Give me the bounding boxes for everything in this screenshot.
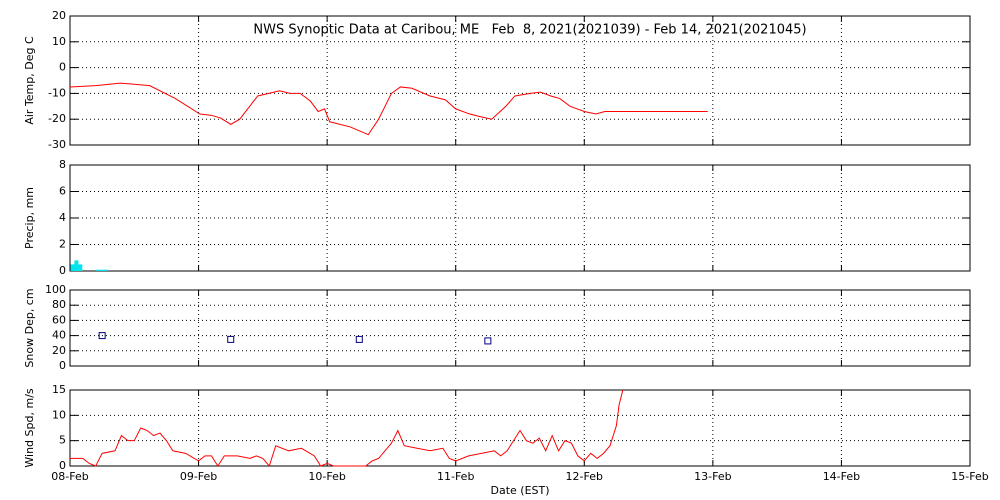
x-tick-label: 14-Feb <box>823 470 860 483</box>
point <box>98 332 106 340</box>
y-tick-label: 20 <box>52 9 66 22</box>
y-tick-label: 80 <box>52 298 66 311</box>
bar <box>96 269 101 271</box>
y-tick-label: -20 <box>48 112 66 125</box>
y-tick-label: 4 <box>59 211 66 224</box>
y-tick-label: 0 <box>59 61 66 74</box>
bar <box>70 264 75 271</box>
y-tick-label: 20 <box>52 344 66 357</box>
y-tick-label: 2 <box>59 238 66 251</box>
x-tick-label: 08-Feb <box>51 470 88 483</box>
x-tick-label: 15-Feb <box>951 470 988 483</box>
y-tick-label: 10 <box>52 35 66 48</box>
y-axis-label: Snow Dep, cm <box>23 288 36 367</box>
point <box>484 337 492 345</box>
chart-title: NWS Synoptic Data at Caribou, ME Feb 8, … <box>253 23 806 38</box>
y-tick-label: 0 <box>59 359 66 372</box>
plot-frame <box>69 389 971 467</box>
y-tick-label: 6 <box>59 185 66 198</box>
point <box>355 335 363 343</box>
x-tick-label: 09-Feb <box>180 470 217 483</box>
point <box>227 335 235 343</box>
y-tick-label: 8 <box>59 158 66 171</box>
y-tick-label: 60 <box>52 313 66 326</box>
y-tick-label: 40 <box>52 329 66 342</box>
y-tick-label: 10 <box>52 408 66 421</box>
y-axis-label: Wind Spd, m/s <box>23 388 36 468</box>
bar <box>100 269 105 271</box>
y-tick-label: -30 <box>48 138 66 151</box>
x-axis-label: Date (EST) <box>490 484 549 497</box>
y-tick-label: 0 <box>59 459 66 472</box>
data-line <box>70 389 624 468</box>
plot-frame <box>69 289 971 367</box>
y-axis-label: Air Temp, Deg C <box>23 36 36 125</box>
y-tick-label: 100 <box>45 283 66 296</box>
y-tick-label: 15 <box>52 383 66 396</box>
x-tick-label: 10-Feb <box>308 470 345 483</box>
x-tick-label: 11-Feb <box>437 470 474 483</box>
data-line <box>69 82 708 136</box>
x-tick-label: 12-Feb <box>566 470 603 483</box>
bar <box>104 269 108 271</box>
y-tick-label: -10 <box>48 86 66 99</box>
bar <box>78 264 83 271</box>
y-tick-label: 0 <box>59 264 66 277</box>
x-tick-label: 13-Feb <box>694 470 731 483</box>
y-axis-label: Precip, mm <box>23 187 36 249</box>
bar <box>74 260 79 271</box>
y-tick-label: 5 <box>59 434 66 447</box>
